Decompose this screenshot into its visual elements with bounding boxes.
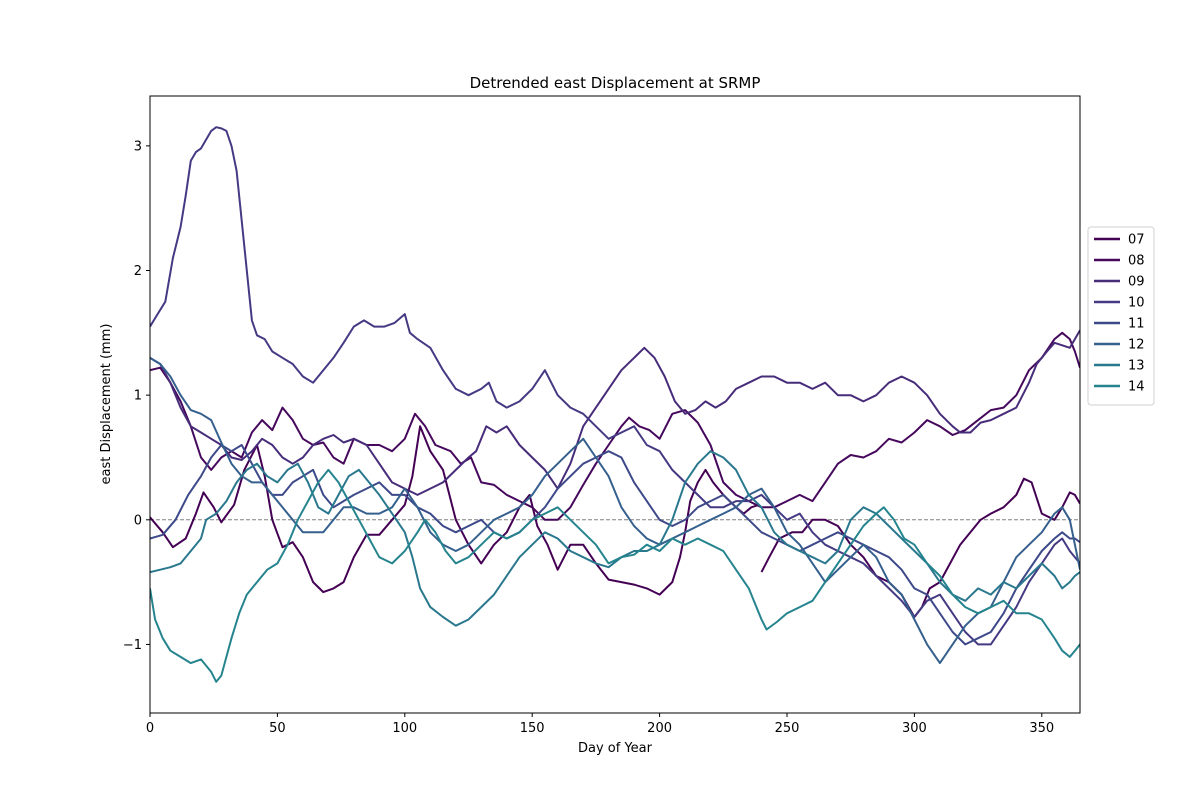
series-line-10	[150, 126, 1080, 646]
legend-label-14: 14	[1128, 380, 1145, 395]
legend-label-11: 11	[1128, 317, 1145, 332]
x-tick-label: 200	[647, 721, 672, 736]
legend-box	[1087, 226, 1155, 406]
x-tick-label: 300	[902, 721, 927, 736]
plot-area	[150, 126, 1080, 683]
y-tick-label: 0	[134, 513, 142, 528]
series-line-09	[150, 329, 1080, 496]
x-tick-label: 100	[392, 721, 417, 736]
x-tick-label: 0	[146, 721, 154, 736]
x-tick-label: 150	[520, 721, 545, 736]
series-line-14	[150, 468, 1080, 683]
series-line-07	[150, 425, 1080, 618]
axes-frame	[149, 95, 1081, 714]
legend-label-07: 07	[1128, 233, 1145, 248]
x-axis-label: Day of Year	[578, 741, 653, 756]
y-tick-label: 3	[134, 139, 142, 154]
y-axis-label: east Displacement (mm)	[99, 324, 114, 485]
legend-label-09: 09	[1128, 275, 1145, 290]
y-tick-label: 2	[134, 264, 142, 279]
legend-label-12: 12	[1128, 338, 1145, 353]
y-axis: −1 0 1 2 3	[123, 139, 150, 653]
series-line-13	[150, 450, 1080, 627]
y-tick-label: −1	[123, 638, 142, 653]
legend-label-08: 08	[1128, 254, 1145, 269]
y-tick-label: 1	[134, 389, 142, 404]
x-tick-label: 250	[775, 721, 800, 736]
x-tick-label: 50	[269, 721, 286, 736]
legend-label-13: 13	[1128, 359, 1145, 374]
legend-label-10: 10	[1128, 296, 1145, 311]
x-tick-label: 350	[1029, 721, 1054, 736]
x-axis: 0 50 100 150 200 250 300 350	[146, 713, 1054, 736]
chart-title: Detrended east Displacement at SRMP	[470, 74, 761, 92]
legend: 07 08 09 10 11 12 13 14	[1087, 226, 1155, 406]
series-line-11	[150, 444, 1080, 646]
series-line-12	[150, 356, 1080, 665]
